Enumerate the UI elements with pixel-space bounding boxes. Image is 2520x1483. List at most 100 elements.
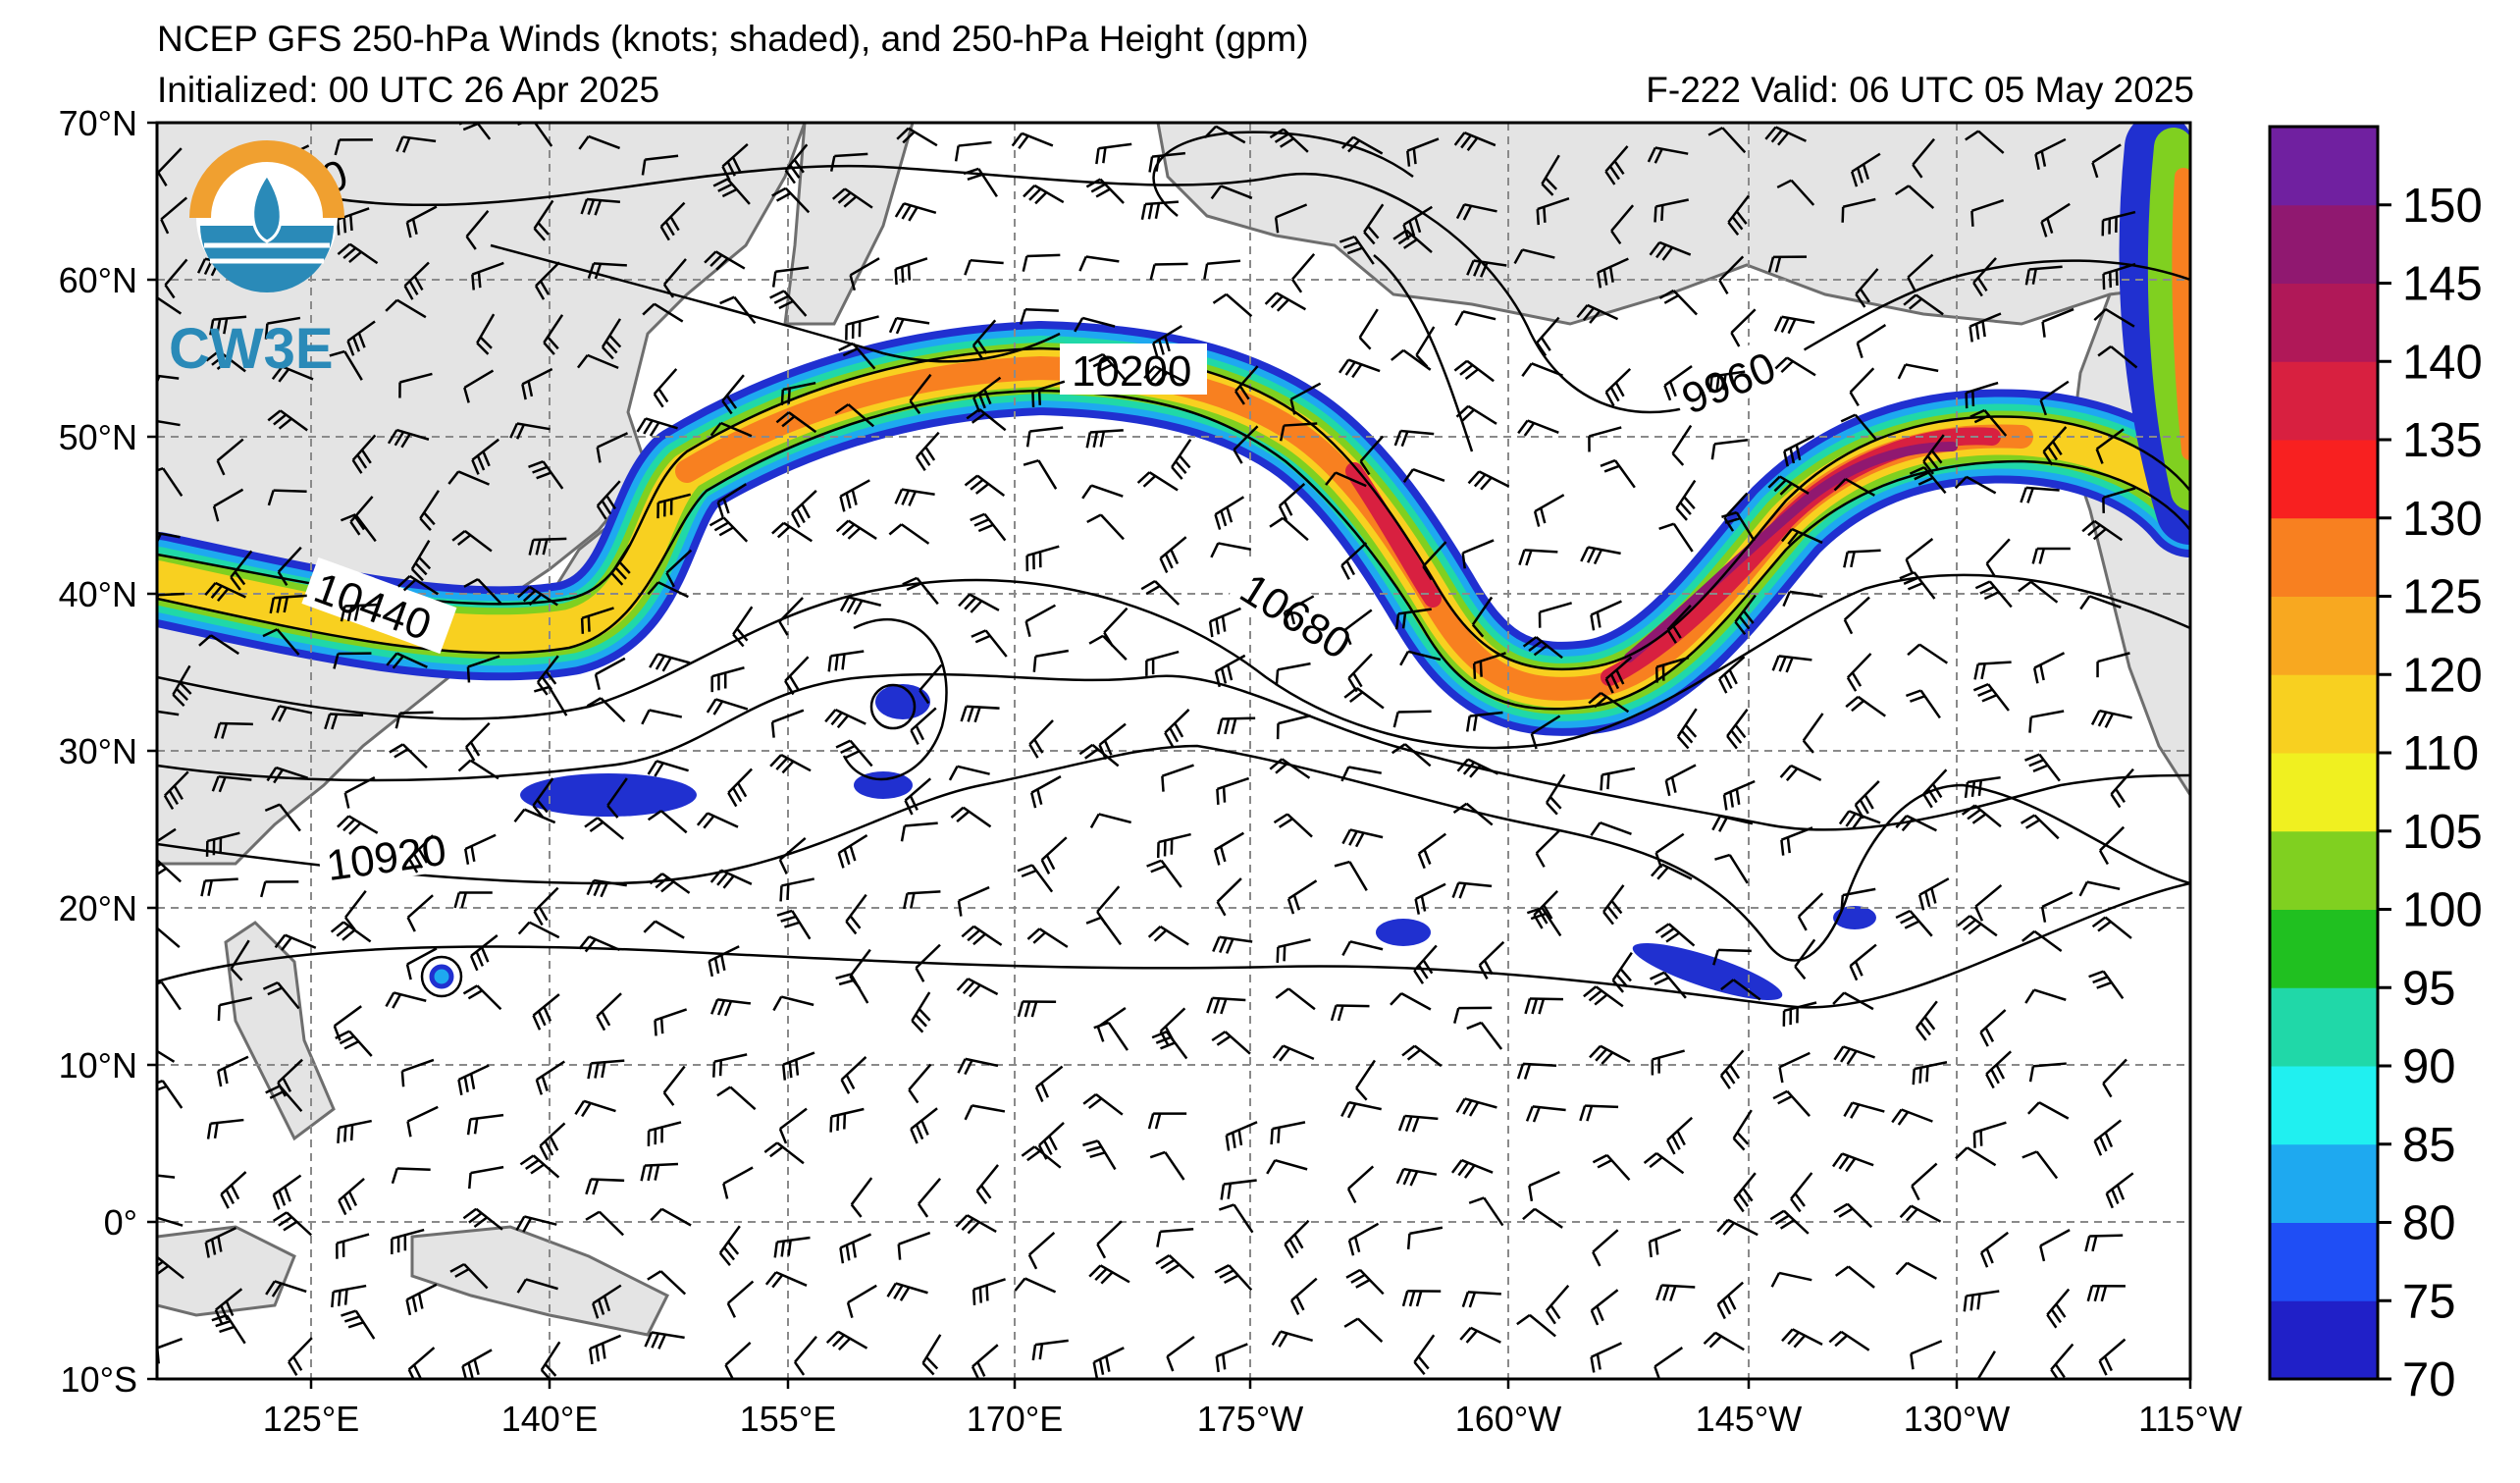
wind-barb — [722, 1166, 754, 1199]
wind-barb — [540, 1341, 561, 1379]
wind-barb — [1969, 408, 2008, 437]
wind-barb — [1290, 252, 1316, 293]
wind-barb — [471, 438, 499, 475]
wind-barb — [1979, 1009, 2007, 1047]
wind-barb — [1345, 1268, 1385, 1296]
wind-barb — [1088, 634, 1128, 662]
wind-barb — [1021, 1145, 1062, 1169]
lon-label-160w: 160°W — [1455, 1399, 1561, 1439]
wind-barb — [1911, 1162, 1938, 1201]
wind-barb — [781, 1051, 815, 1081]
wind-barb — [1214, 496, 1245, 530]
wind-barb — [1214, 1264, 1253, 1292]
wind-barb — [410, 540, 432, 582]
wind-barb — [894, 257, 928, 286]
wind-barb — [1907, 253, 1934, 292]
wind-barb — [1838, 810, 1881, 830]
wind-barb — [1164, 709, 1190, 748]
colorbar-tick-label: 105 — [2402, 806, 2483, 859]
wind-barb — [1730, 308, 1757, 347]
wind-barb — [1391, 348, 1432, 371]
wind-barb — [1545, 1284, 1570, 1325]
colorbar-bin — [2270, 127, 2378, 206]
wind-barb — [391, 1167, 431, 1185]
wind-barb — [1521, 362, 1563, 377]
wind-barb — [406, 1105, 439, 1138]
wind-barb — [1341, 828, 1384, 848]
wind-barb — [157, 1079, 184, 1109]
wind-barb — [539, 1122, 566, 1161]
wind-barb — [649, 653, 691, 672]
wind-barb — [845, 315, 879, 341]
wind-barb — [157, 419, 181, 427]
wind-barb — [220, 1171, 247, 1209]
wind-barb — [915, 943, 941, 982]
wind-barb — [217, 996, 253, 1022]
land-indonesia — [157, 1225, 296, 1317]
wind-barb — [1214, 654, 1246, 688]
wind-barb — [1780, 527, 1823, 546]
wind-barb — [1089, 813, 1132, 828]
wind-barb — [1833, 1202, 1873, 1229]
wind-barb — [1965, 381, 1999, 409]
wind-barb — [198, 634, 239, 656]
wind-barb — [910, 1107, 938, 1144]
logo-text: CW3E — [169, 317, 334, 381]
wind-barb — [1955, 1146, 1997, 1167]
wind-barb — [960, 705, 1000, 723]
wind-barb — [1588, 426, 1622, 452]
wind-barb — [172, 664, 192, 707]
wind-barb — [260, 880, 299, 898]
wind-barb — [709, 516, 749, 543]
wind-barb — [704, 250, 746, 271]
wind-barb — [1703, 1331, 1745, 1351]
wind-barb — [589, 1334, 622, 1365]
wind-barb — [1402, 467, 1445, 483]
wind-barb — [763, 1141, 805, 1165]
wind-barb — [2093, 308, 2135, 328]
wind-barb — [665, 549, 693, 588]
wind-barb — [216, 438, 244, 476]
wind-barb — [656, 493, 692, 519]
wind-barb — [716, 483, 747, 518]
wind-barb — [845, 893, 867, 935]
lat-label-10s: 10°S — [61, 1359, 137, 1400]
wind-barb — [970, 512, 1007, 542]
wind-barb — [406, 894, 434, 932]
wind-barb — [1970, 198, 2005, 227]
wind-barb — [1455, 1097, 1497, 1117]
colorbar-bin — [2270, 517, 2378, 597]
wind-barb — [1832, 991, 1874, 1011]
wind-barb — [230, 939, 250, 981]
wind-barb — [1965, 130, 2005, 154]
wind-barb — [331, 1284, 367, 1308]
map-title: NCEP GFS 250-hPa Winds (knots; shaded), … — [157, 19, 1309, 59]
wind-barb — [1453, 132, 1496, 151]
wind-barb — [1203, 259, 1241, 280]
colorbar-tick-label: 125 — [2402, 571, 2483, 624]
wind-barb — [1592, 1153, 1631, 1182]
wind-barb — [2110, 768, 2134, 809]
lon-label-155e: 155°E — [740, 1399, 836, 1439]
wind-barb — [1535, 828, 1561, 868]
wind-barb — [1159, 536, 1187, 573]
wind-barb — [1905, 537, 1934, 575]
wind-barb — [1767, 475, 1810, 496]
wind-barb — [1401, 1044, 1443, 1068]
wind-barb — [709, 869, 753, 889]
wind-barb — [1014, 1277, 1057, 1294]
wind-barb — [1525, 1105, 1566, 1123]
wind-barb — [662, 1065, 686, 1106]
land-philippines — [224, 921, 336, 1141]
wind-barb — [1666, 605, 1692, 644]
wind-barb — [950, 806, 992, 828]
wind-barb — [408, 834, 435, 874]
wind-barb — [343, 775, 376, 809]
wind-barb — [1845, 695, 1886, 717]
colorbar-tick-label: 140 — [2402, 336, 2483, 389]
wind-barb — [829, 1107, 865, 1133]
wind-barb — [1536, 197, 1570, 226]
wind-barb — [405, 947, 438, 980]
wind-barb — [839, 479, 870, 512]
wind-barb — [653, 368, 678, 408]
